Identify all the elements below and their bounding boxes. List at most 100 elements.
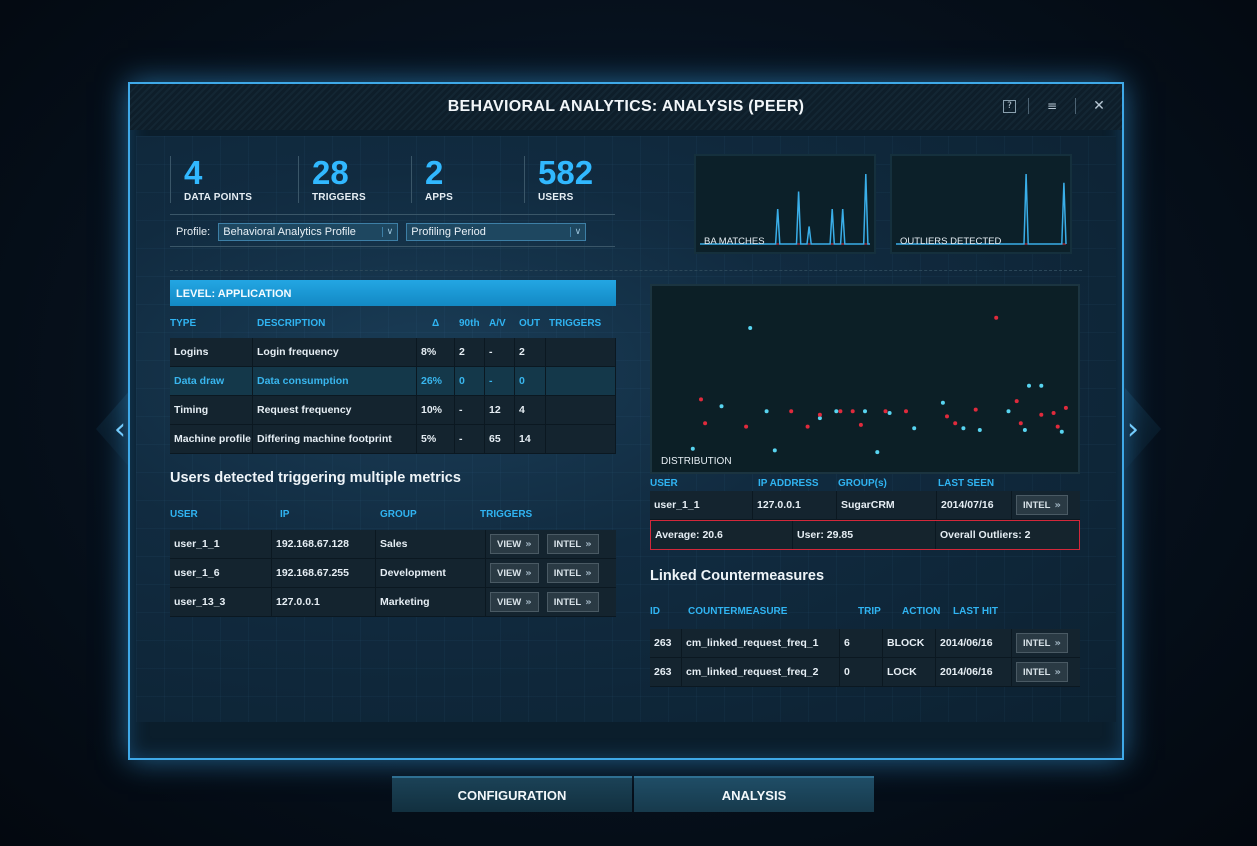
profile-row: Profile: Behavioral Analytics Profile ∨ … — [176, 223, 587, 241]
intel-button[interactable]: INTEL» — [546, 592, 599, 612]
cell-user: user_13_3 — [170, 588, 272, 616]
data-point — [719, 404, 724, 409]
distribution-summary: Average: 20.6 User: 29.85 Overall Outlie… — [650, 520, 1080, 550]
header-out: OUT — [519, 318, 541, 329]
header-type: TYPE — [170, 318, 197, 329]
summary-user: User: 29.85 — [793, 521, 936, 549]
outliers-detected-label: OUTLIERS DETECTED — [900, 236, 1002, 247]
outlier-point — [994, 315, 999, 320]
header-trip: TRIP — [858, 606, 881, 617]
chevron-left-icon: ‹ — [114, 411, 126, 447]
tab-configuration[interactable]: CONFIGURATION — [392, 776, 632, 812]
cell-p90: - — [455, 396, 485, 424]
header-countermeasure: COUNTERMEASURE — [688, 606, 788, 617]
outlier-point — [973, 407, 978, 412]
data-point — [977, 428, 982, 432]
close-icon[interactable]: ✕ — [1093, 98, 1105, 114]
cell-name: cm_linked_request_freq_2 — [682, 658, 840, 686]
document-icon[interactable]: ≡ — [1046, 99, 1058, 113]
table-row[interactable]: Timing Request frequency 10% -12 4 — [170, 396, 616, 425]
table-row[interactable]: Data draw Data consumption 26% 0-0 — [170, 367, 616, 396]
cell-user: user_1_6 — [170, 559, 272, 587]
intel-button[interactable]: INTEL» — [1016, 662, 1068, 682]
header-triggers: TRIGGERS — [480, 509, 533, 520]
outlier-point — [883, 409, 888, 414]
data-point — [1039, 383, 1044, 388]
header-group: GROUP — [380, 509, 417, 520]
distribution-scatter — [690, 315, 1068, 455]
cell-trip: 6 — [840, 629, 883, 657]
cell-triggers — [546, 425, 616, 453]
double-chevron-right-icon: » — [585, 567, 592, 579]
view-button[interactable]: VIEW» — [490, 534, 539, 554]
stat-users: 582 USERS — [524, 156, 616, 203]
cell-av: 65 — [485, 425, 515, 453]
cell-delta: 5% — [417, 425, 455, 453]
profiling-period-value: Profiling Period — [411, 226, 486, 238]
window-title: BEHAVIORAL ANALYTICS: ANALYSIS (PEER) — [447, 98, 805, 115]
outlier-point — [945, 414, 949, 419]
cell-type: Logins — [170, 338, 253, 366]
table-row: user_13_3 127.0.0.1 Marketing VIEW» INTEL» — [170, 588, 616, 617]
data-point — [690, 446, 695, 451]
view-button[interactable]: VIEW» — [490, 563, 539, 583]
cell-group: SugarCRM — [837, 491, 937, 519]
outlier-point — [703, 421, 708, 426]
level-table: Logins Login frequency 8% 2-2 Data draw Data … — [170, 338, 616, 454]
cell-name: cm_linked_request_freq_1 — [682, 629, 840, 657]
data-point — [1027, 383, 1031, 388]
next-arrow-button[interactable]: › — [1125, 388, 1161, 470]
divider — [1075, 98, 1076, 114]
cell-group: Development — [376, 559, 486, 587]
intel-button[interactable]: INTEL » — [1016, 495, 1068, 515]
stat-label: USERS — [538, 192, 574, 203]
cell-actions: INTEL» — [1012, 658, 1080, 686]
profiling-period-select[interactable]: Profiling Period ∨ — [406, 223, 587, 241]
profile-select[interactable]: Behavioral Analytics Profile ∨ — [218, 223, 399, 241]
header-action: ACTION — [902, 606, 941, 617]
users-table-header: USER IP GROUP TRIGGERS — [170, 509, 616, 523]
table-row[interactable]: Machine profile Differing machine footpri… — [170, 425, 616, 454]
tab-analysis[interactable]: ANALYSIS — [634, 776, 874, 812]
cell-triggers — [546, 367, 616, 395]
data-point — [961, 426, 966, 431]
cell-actions: INTEL» — [1012, 629, 1080, 657]
data-point — [887, 411, 892, 415]
previous-arrow-button[interactable]: ‹ — [96, 388, 132, 470]
intel-button[interactable]: INTEL» — [546, 534, 599, 554]
view-button[interactable]: VIEW» — [490, 592, 539, 612]
cell-delta: 8% — [417, 338, 455, 366]
header-description: DESCRIPTION — [257, 318, 326, 329]
help-icon[interactable]: ? — [1003, 99, 1016, 113]
data-point — [1006, 409, 1011, 414]
data-point — [764, 409, 769, 414]
cell-group: Sales — [376, 530, 486, 558]
outlier-point — [1018, 421, 1023, 426]
data-point — [772, 448, 777, 453]
header-ip: IP — [280, 509, 290, 520]
profile-label: Profile: — [176, 226, 211, 238]
bottom-tabs: CONFIGURATION ANALYSIS — [392, 776, 874, 812]
header-last-seen: LAST SEEN — [938, 478, 995, 489]
divider — [170, 214, 615, 215]
cell-ip: 127.0.0.1 — [272, 588, 376, 616]
cell-description: Request frequency — [253, 396, 417, 424]
intel-button[interactable]: INTEL» — [546, 563, 599, 583]
table-row: user_1_1 192.168.67.128 Sales VIEW» INTEL» — [170, 530, 616, 559]
table-row[interactable]: Logins Login frequency 8% 2-2 — [170, 338, 616, 367]
intel-label: INTEL — [553, 596, 582, 608]
stat-triggers: 28 TRIGGERS — [298, 156, 411, 203]
section-divider — [170, 270, 1082, 271]
users-section-title: Users detected triggering multiple metri… — [170, 470, 461, 486]
cell-av: - — [485, 338, 515, 366]
cell-type: Machine profile — [170, 425, 253, 453]
intel-button[interactable]: INTEL» — [1016, 633, 1068, 653]
table-row: user_1_1 127.0.0.1 SugarCRM 2014/07/16 I… — [650, 491, 1080, 520]
double-chevron-right-icon: » — [525, 596, 532, 608]
stat-value: 2 — [425, 154, 444, 191]
stat-apps: 2 APPS — [411, 156, 524, 203]
double-chevron-right-icon: » — [585, 538, 592, 550]
header-90th: 90th — [459, 318, 480, 329]
level-table-header: TYPE DESCRIPTION Δ 90th A/V OUT TRIGGERS — [170, 318, 616, 332]
cell-actions: VIEW» INTEL» — [486, 559, 616, 587]
